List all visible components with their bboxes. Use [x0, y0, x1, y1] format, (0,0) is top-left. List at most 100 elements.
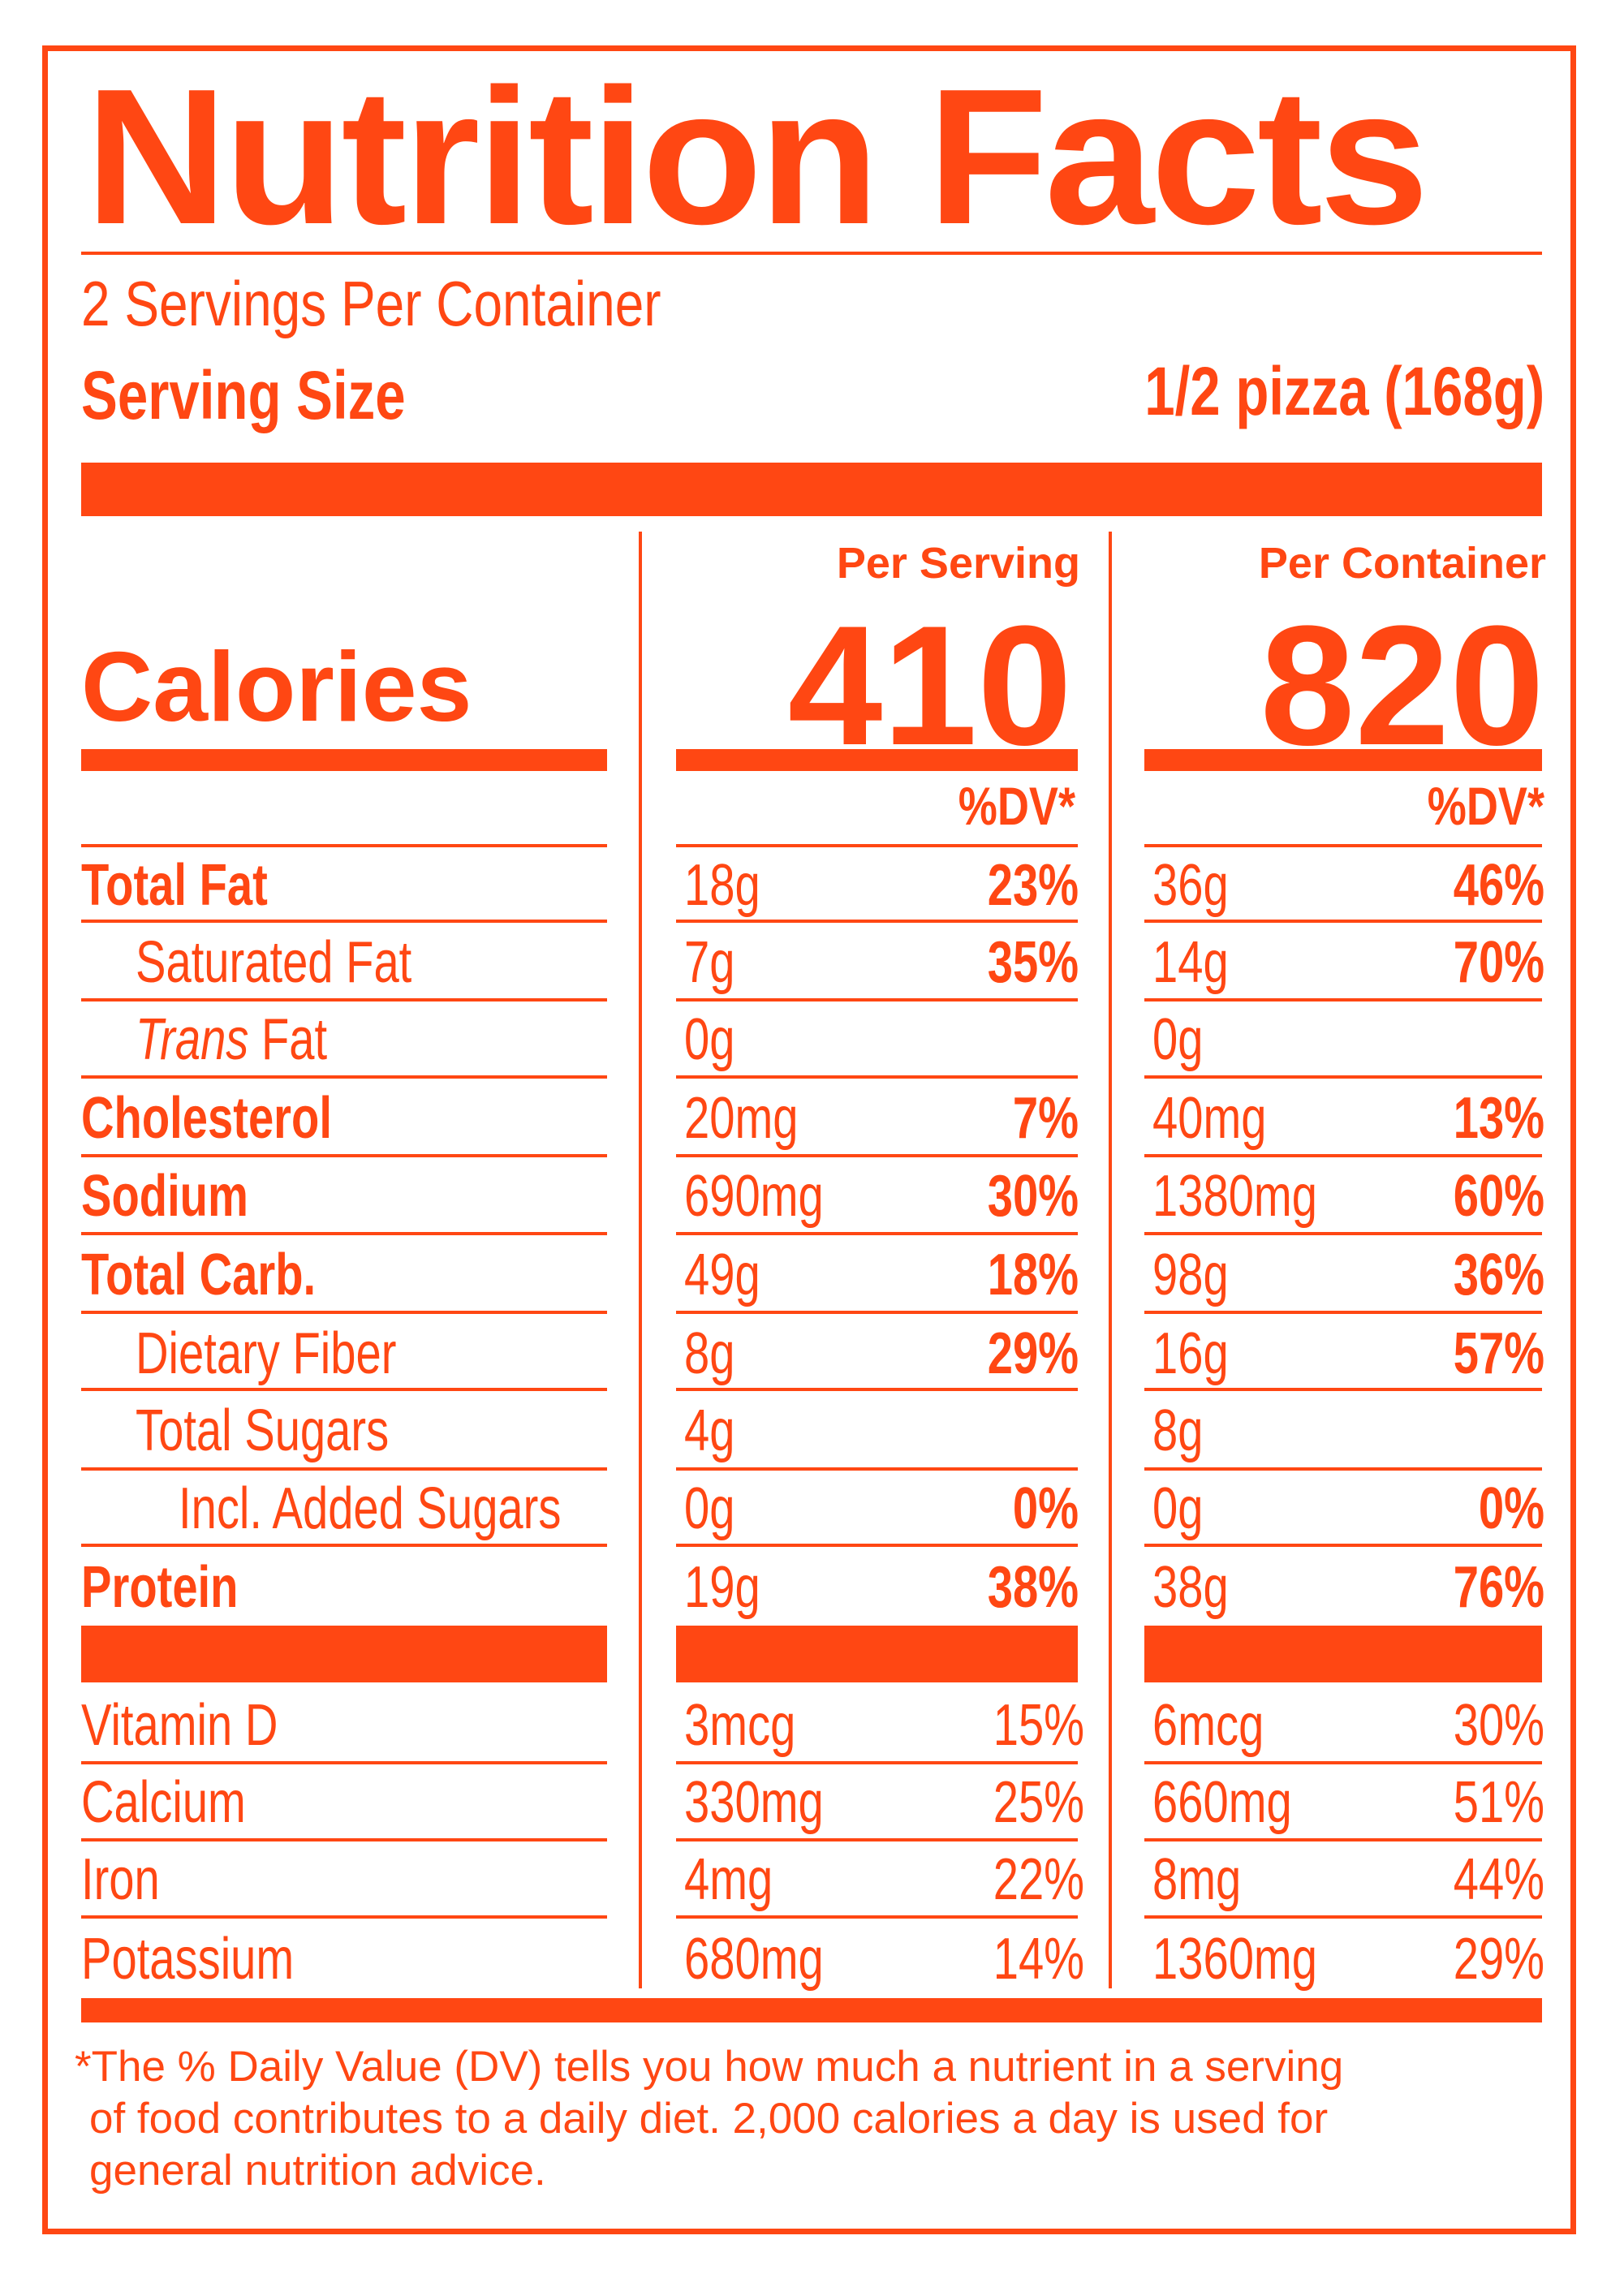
row-rule-2-container — [1144, 998, 1542, 1002]
vitamin-bar-label — [81, 1626, 607, 1682]
row-rule-1-serving — [676, 920, 1078, 923]
serving-dv: 7% — [1012, 1086, 1079, 1151]
vitamin-serving-amount: 680mg — [684, 1927, 824, 1992]
serving-amount: 49g — [684, 1243, 760, 1307]
nutrient-name: Total Carb. — [81, 1243, 317, 1307]
footnote-line-3: general nutrition advice. — [89, 2147, 546, 2195]
vitamin-bar-serving — [676, 1626, 1078, 1682]
vitamin-name: Iron — [81, 1847, 160, 1912]
serving-dv: 23% — [987, 853, 1079, 918]
calories-per-container: 820 — [1260, 590, 1544, 781]
serving-amount: 20mg — [684, 1086, 799, 1151]
vitamin-rule-1-serving — [676, 1838, 1078, 1841]
per-container-header: Per Container — [1258, 539, 1546, 588]
calories-bar-label — [81, 749, 607, 771]
nutrient-name: Dietary Fiber — [136, 1321, 397, 1386]
container-amount: 14g — [1152, 930, 1229, 995]
container-amount: 38g — [1152, 1555, 1229, 1620]
per-serving-header: Per Serving — [836, 539, 1080, 588]
row-rule-1-label — [81, 920, 607, 923]
vitamin-rule-2-serving — [676, 1915, 1078, 1919]
vitamin-container-amount: 8mg — [1152, 1847, 1242, 1912]
row-rule-5-serving — [676, 1232, 1078, 1235]
row-rule-0-serving — [676, 844, 1078, 847]
row-rule-8-label — [81, 1467, 607, 1471]
row-rule-5-container — [1144, 1232, 1542, 1235]
serving-amount: 690mg — [684, 1164, 824, 1229]
container-amount: 0g — [1152, 1007, 1204, 1072]
vitamin-rule-1-container — [1144, 1838, 1542, 1841]
vitamin-serving-dv: 25% — [993, 1770, 1084, 1835]
serving-amount: 0g — [684, 1007, 735, 1072]
container-amount: 16g — [1152, 1321, 1229, 1386]
container-dv: 57% — [1453, 1321, 1544, 1386]
nutrient-name-italic: Trans — [136, 1007, 249, 1072]
vitamin-bar-container — [1144, 1626, 1542, 1682]
servings-per-container: 2 Servings Per Container — [81, 268, 661, 339]
row-rule-7-serving — [676, 1388, 1078, 1391]
serving-amount: 0g — [684, 1476, 735, 1541]
calories-bar-serving — [676, 749, 1078, 771]
container-amount: 0g — [1152, 1476, 1204, 1541]
row-rule-6-container — [1144, 1311, 1542, 1314]
vitamin-container-amount: 1360mg — [1152, 1927, 1317, 1992]
dv-header-serving: %DV* — [958, 776, 1075, 836]
serving-dv: 18% — [987, 1243, 1079, 1307]
row-rule-0-container — [1144, 844, 1542, 847]
title-divider — [81, 252, 1542, 255]
row-rule-7-container — [1144, 1388, 1542, 1391]
footnote: *The % Daily Value (DV) tells you how mu… — [75, 2041, 1536, 2197]
thick-divider-bottom — [81, 1998, 1542, 2022]
nutrient-name: Total Sugars — [136, 1398, 390, 1463]
serving-size-label: Serving Size — [81, 357, 406, 433]
vitamin-name: Potassium — [81, 1927, 295, 1992]
container-dv: 13% — [1453, 1086, 1544, 1151]
container-amount: 8g — [1152, 1398, 1204, 1463]
row-rule-6-label — [81, 1311, 607, 1314]
nutrient-name: Total Fat — [81, 853, 268, 918]
column-divider-left — [639, 532, 642, 1988]
row-rule-3-label — [81, 1075, 607, 1079]
vitamin-name: Calcium — [81, 1770, 246, 1835]
container-dv: 0% — [1478, 1476, 1544, 1541]
vitamin-container-amount: 660mg — [1152, 1770, 1292, 1835]
vitamin-container-dv: 29% — [1453, 1927, 1544, 1992]
container-dv: 60% — [1453, 1164, 1544, 1229]
row-rule-3-serving — [676, 1075, 1078, 1079]
vitamin-container-dv: 44% — [1453, 1847, 1544, 1912]
serving-dv: 30% — [987, 1164, 1079, 1229]
vitamin-rule-0-label — [81, 1761, 607, 1764]
container-dv: 76% — [1453, 1555, 1544, 1620]
calories-per-serving: 410 — [787, 590, 1072, 781]
container-amount: 40mg — [1152, 1086, 1267, 1151]
serving-dv: 0% — [1012, 1476, 1079, 1541]
vitamin-rule-0-container — [1144, 1761, 1542, 1764]
row-rule-2-serving — [676, 998, 1078, 1002]
serving-amount: 18g — [684, 853, 760, 918]
container-dv: 46% — [1453, 853, 1544, 918]
row-rule-0-label — [81, 844, 607, 847]
row-rule-2-label — [81, 998, 607, 1002]
vitamin-serving-dv: 22% — [993, 1847, 1084, 1912]
serving-dv: 35% — [987, 930, 1079, 995]
vitamin-serving-amount: 330mg — [684, 1770, 824, 1835]
nutrient-name: Trans Fat — [136, 1010, 327, 1069]
row-rule-9-label — [81, 1544, 607, 1547]
vitamin-rule-1-label — [81, 1838, 607, 1841]
serving-dv: 29% — [987, 1321, 1079, 1386]
row-rule-4-container — [1144, 1154, 1542, 1157]
vitamin-rule-0-serving — [676, 1761, 1078, 1764]
serving-amount: 7g — [684, 930, 735, 995]
nutrient-name: Incl. Added Sugars — [179, 1476, 562, 1541]
nutrient-name: Protein — [81, 1555, 239, 1620]
row-rule-1-container — [1144, 920, 1542, 923]
serving-amount: 19g — [684, 1555, 760, 1620]
container-amount: 36g — [1152, 853, 1229, 918]
vitamin-container-amount: 6mcg — [1152, 1693, 1264, 1758]
row-rule-4-label — [81, 1154, 607, 1157]
footnote-line-1: *The % Daily Value (DV) tells you how mu… — [75, 2043, 1344, 2091]
vitamin-name: Vitamin D — [81, 1693, 278, 1758]
vitamin-rule-2-container — [1144, 1915, 1542, 1919]
nutrient-name-rest: Fat — [248, 1007, 328, 1072]
vitamin-serving-dv: 14% — [993, 1927, 1084, 1992]
